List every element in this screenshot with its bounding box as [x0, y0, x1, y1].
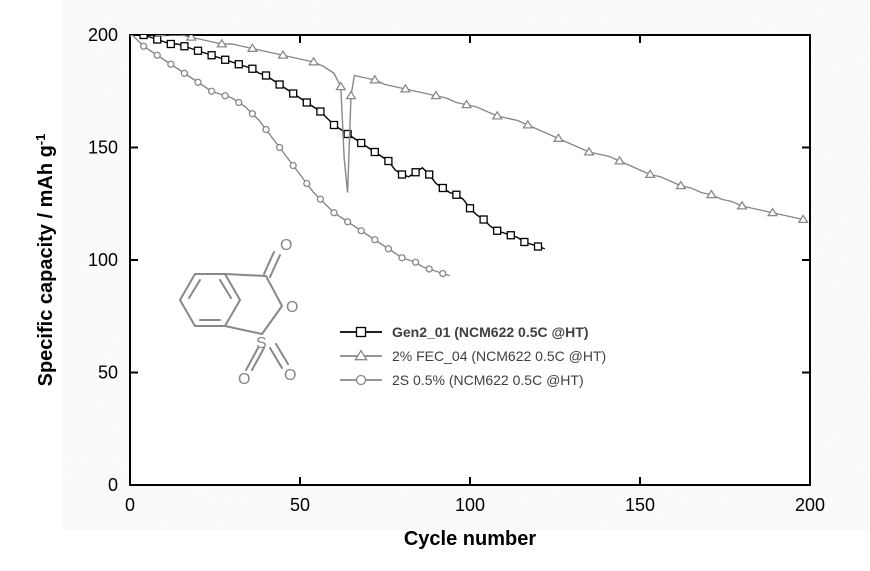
chart-svg: 0 50 100 150 200 0 50 100 150 200 Cycle number Spec… — [0, 0, 870, 571]
svg-text:50: 50 — [290, 495, 310, 515]
svg-text:200: 200 — [88, 25, 118, 45]
svg-text:0: 0 — [108, 475, 118, 495]
svg-text:50: 50 — [98, 363, 118, 383]
svg-text:O: O — [280, 237, 292, 254]
svg-text:150: 150 — [625, 495, 655, 515]
legend-label: 2% FEC_04 (NCM622 0.5C @HT) — [392, 348, 606, 364]
y-axis-label: Specific capacity / mAh g-1 — [33, 134, 58, 387]
svg-text:Specific capacity / mAh g-1: Specific capacity / mAh g-1 — [33, 134, 58, 387]
capacity-vs-cycle-chart: 0 50 100 150 200 0 50 100 150 200 Cycle number Spec… — [0, 0, 870, 571]
svg-text:0: 0 — [125, 495, 135, 515]
x-axis-label: Cycle number — [404, 528, 536, 550]
svg-text:200: 200 — [795, 495, 825, 515]
svg-text:100: 100 — [455, 495, 485, 515]
svg-text:O: O — [238, 371, 250, 388]
legend-label: Gen2_01 (NCM622 0.5C @HT) — [392, 324, 589, 340]
svg-text:O: O — [286, 299, 298, 316]
legend-label: 2S 0.5% (NCM622 0.5C @HT) — [392, 372, 584, 388]
svg-text:150: 150 — [88, 138, 118, 158]
svg-text:100: 100 — [88, 250, 118, 270]
svg-text:O: O — [284, 367, 296, 384]
